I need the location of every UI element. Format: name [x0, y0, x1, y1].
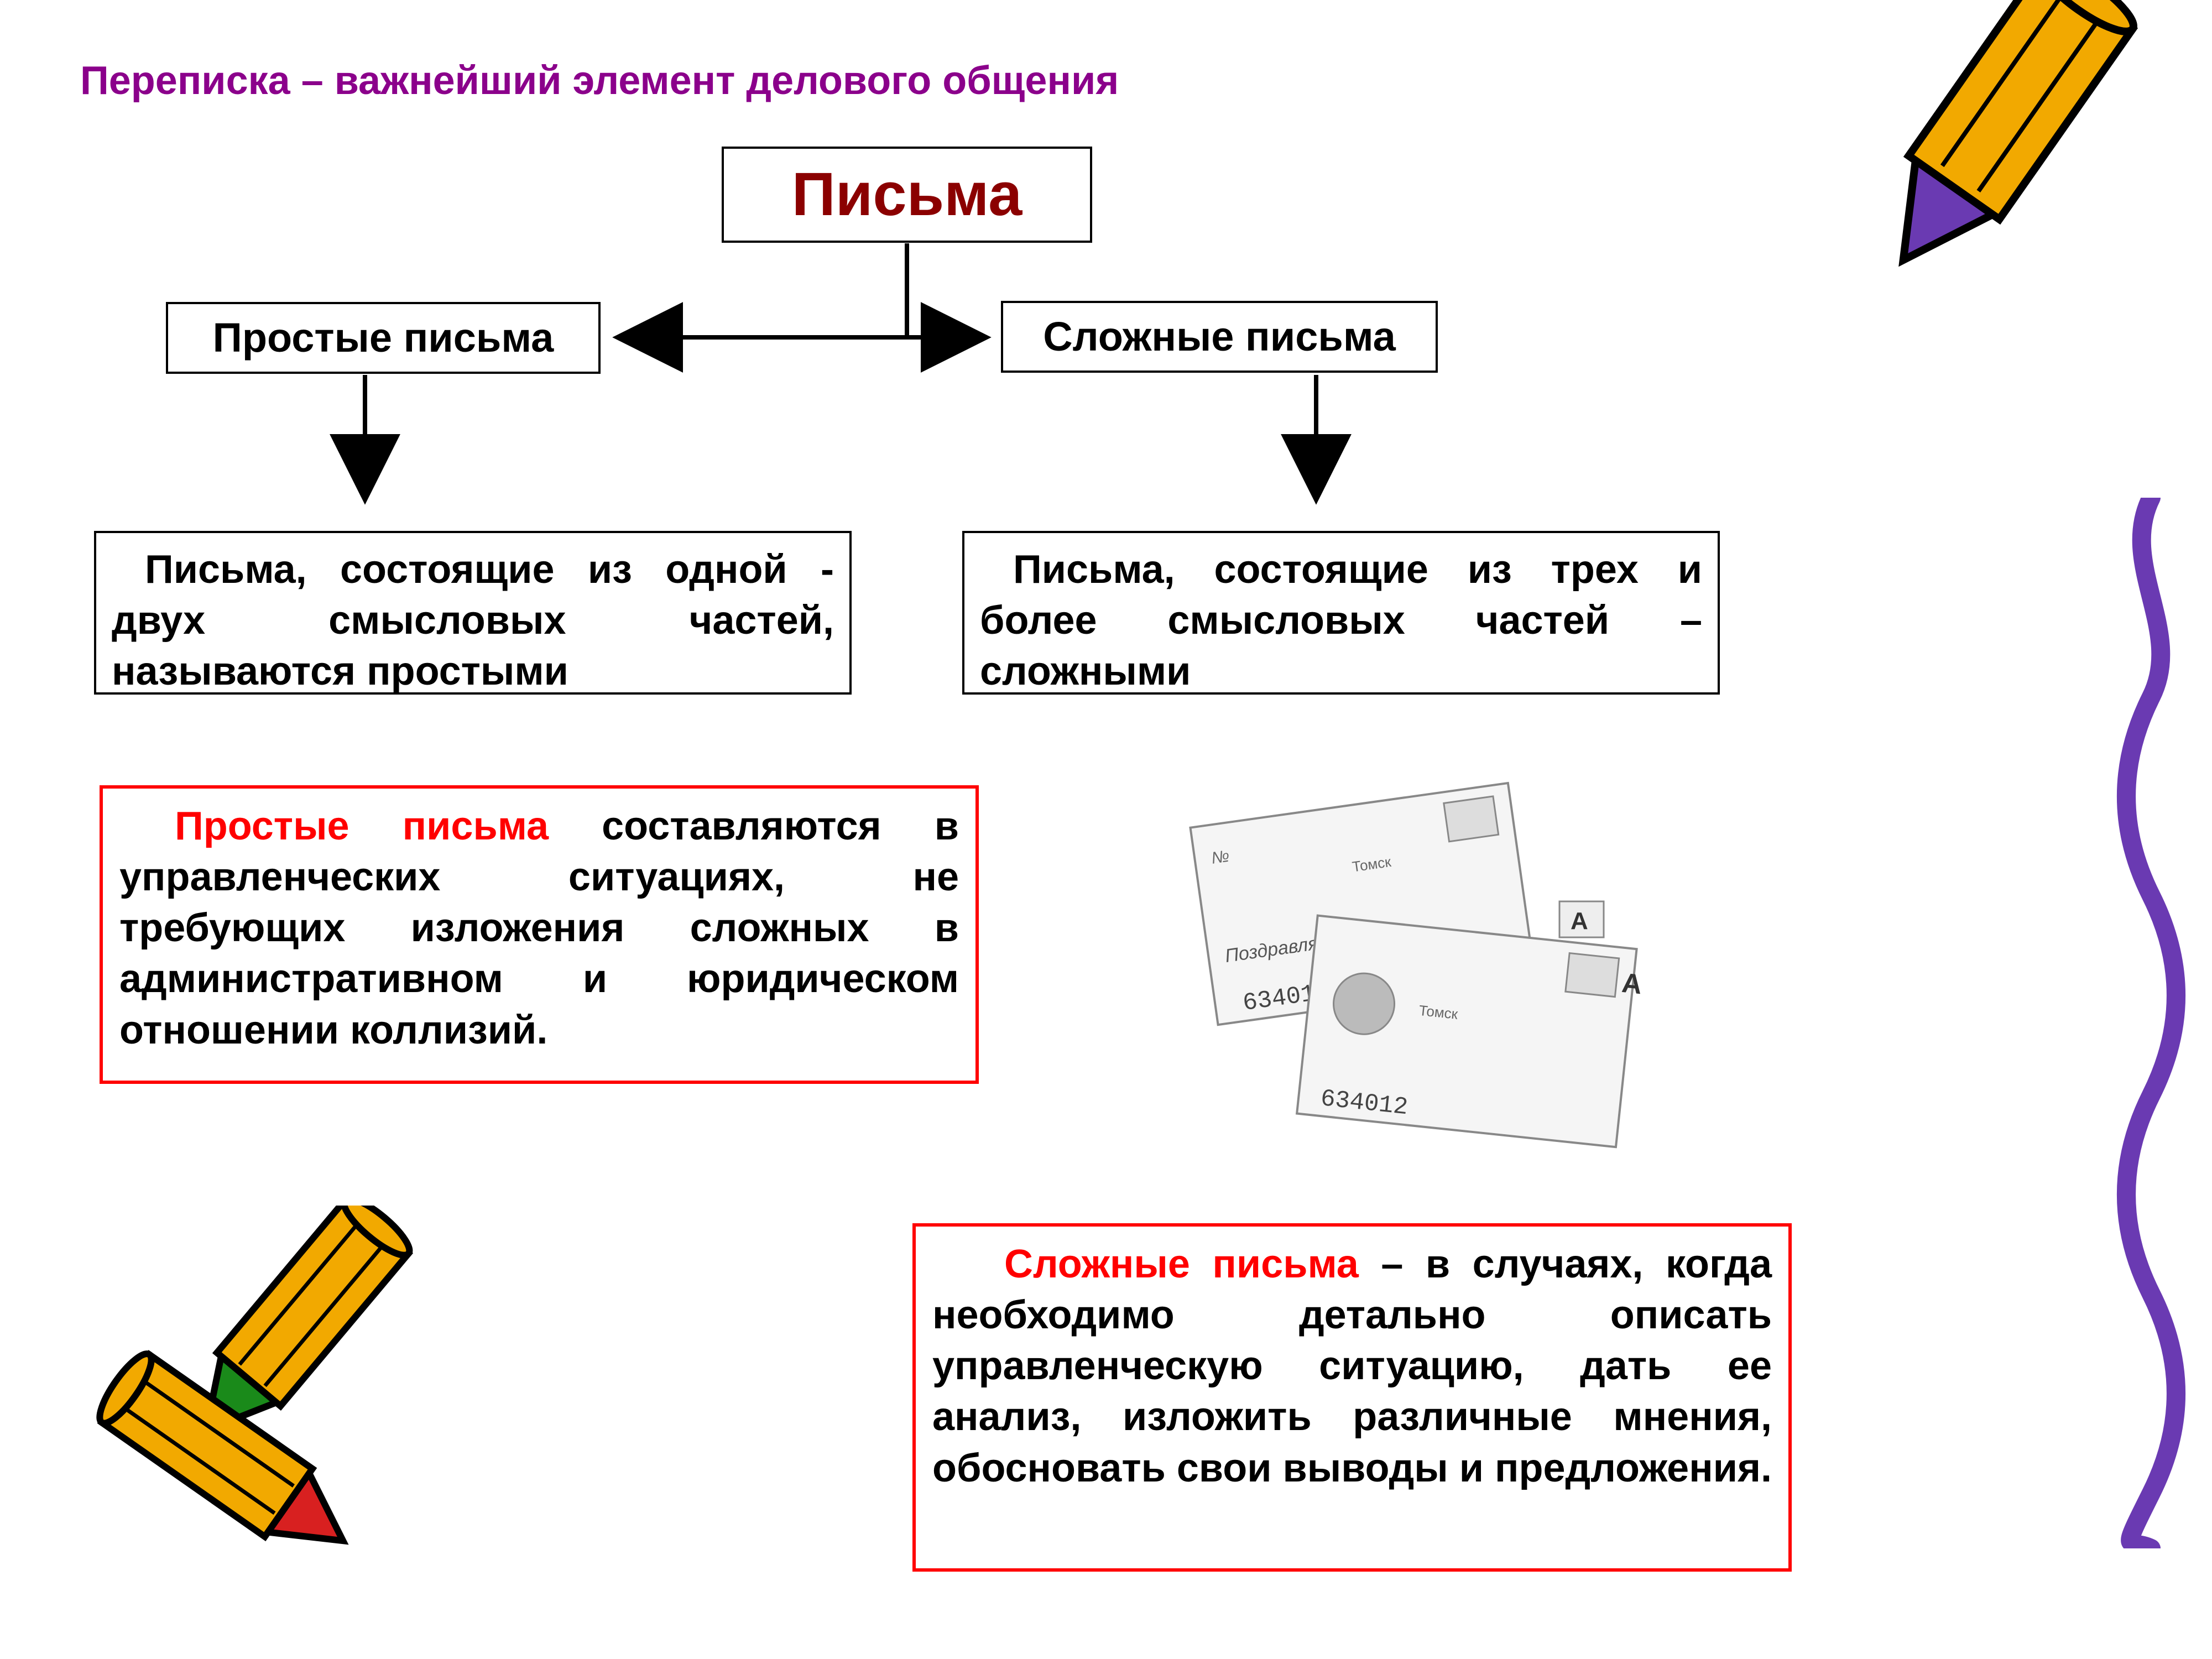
left-redbox: Простые письма составляются в управленче… [100, 785, 979, 1084]
right-redbox: Сложные письма – в случаях, когда необхо… [912, 1223, 1792, 1572]
svg-text:A: A [1571, 907, 1588, 935]
left-description: Письма, состоящие из одной - двух смысло… [94, 531, 852, 695]
slide-heading: Переписка – важнейший элемент делового о… [80, 55, 1119, 106]
root-node: Письма [722, 147, 1092, 243]
crayon-decor-top-right-icon [1847, 0, 2212, 354]
right-description-text: Письма, состоящие из трех и более смысло… [980, 547, 1702, 693]
wavy-decor-icon [2112, 498, 2190, 1548]
right-description: Письма, состоящие из трех и более смысло… [962, 531, 1720, 695]
left-node: Простые письма [166, 302, 601, 374]
svg-text:№: № [1210, 847, 1230, 868]
left-description-text: Письма, состоящие из одной - двух смысло… [112, 547, 834, 693]
svg-text:A: A [1620, 967, 1644, 1000]
crayons-decor-bottom-left-icon [66, 1206, 564, 1593]
right-node: Сложные письма [1001, 301, 1438, 373]
left-redbox-emph: Простые письма [175, 804, 549, 848]
envelopes-decor-icon: № Томск Поздравляю! 634012 Томск 634012 … [1161, 758, 1703, 1189]
right-redbox-emph: Сложные письма [1004, 1242, 1359, 1286]
